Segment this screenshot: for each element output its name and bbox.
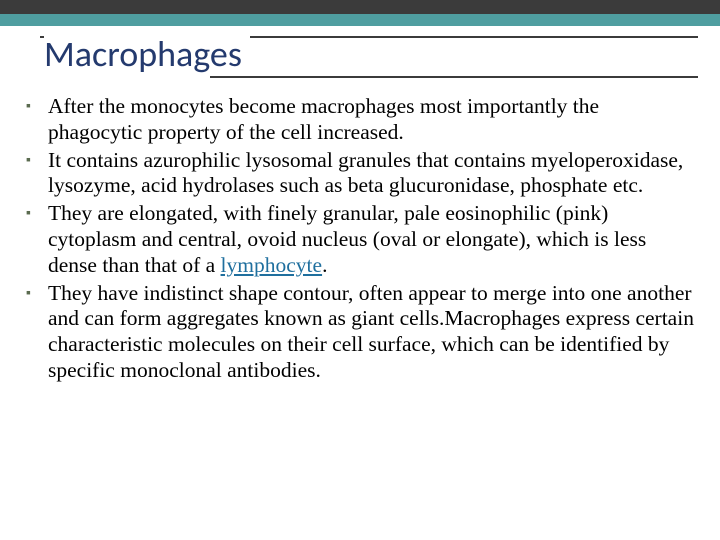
slide-title: Macrophages [44, 32, 250, 76]
bullet-text: After the monocytes become macrophages m… [48, 94, 599, 144]
top-bar-dark [0, 0, 720, 14]
bullet-text: They are elongated, with finely granular… [48, 201, 646, 277]
bullet-text: It contains azurophilic lysosomal granul… [48, 148, 683, 198]
content-area: After the monocytes become macrophages m… [22, 94, 698, 386]
list-item: It contains azurophilic lysosomal granul… [22, 148, 698, 200]
hyperlink[interactable]: lymphocyte [221, 253, 323, 277]
title-rule-bottom [210, 76, 698, 78]
list-item: After the monocytes become macrophages m… [22, 94, 698, 146]
top-bar-teal [0, 14, 720, 26]
bullet-text-tail: . [322, 253, 327, 277]
bullet-list: After the monocytes become macrophages m… [22, 94, 698, 384]
slide: Macrophages After the monocytes become m… [0, 0, 720, 540]
list-item: They are elongated, with finely granular… [22, 201, 698, 278]
bullet-text: They have indistinct shape contour, ofte… [48, 281, 694, 382]
list-item: They have indistinct shape contour, ofte… [22, 281, 698, 384]
